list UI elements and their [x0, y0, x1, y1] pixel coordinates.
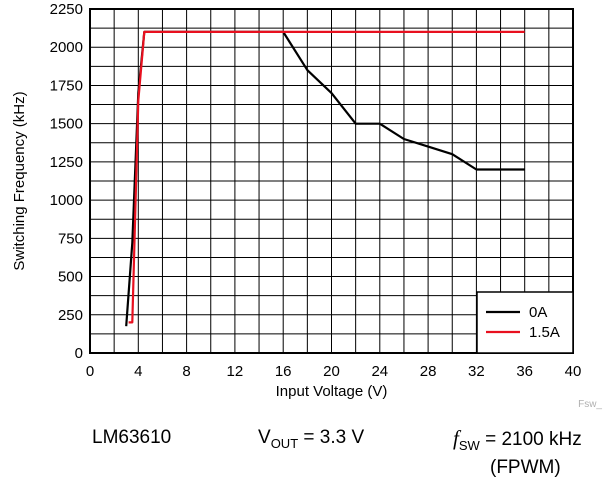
y-tick-label: 0	[75, 345, 83, 362]
caption-vout: VOUT = 3.3 V	[258, 427, 364, 451]
x-tick-label: 24	[371, 363, 388, 380]
x-tick-label: 8	[182, 363, 190, 380]
y-tick-label: 1750	[50, 77, 83, 94]
y-tick-label: 1250	[50, 154, 83, 171]
fsw-symbol: f	[453, 426, 459, 450]
legend-box	[476, 291, 574, 354]
legend: 0A 1.5A	[476, 291, 574, 354]
vout-symbol: V	[258, 427, 271, 448]
x-tick-label: 16	[275, 363, 292, 380]
x-tick-label: 0	[86, 363, 94, 380]
y-axis-title: Switching Frequency (kHz)	[11, 91, 28, 270]
fsw-subscript: SW	[458, 437, 480, 453]
legend-label: 0A	[529, 304, 547, 321]
y-tick-label: 500	[58, 269, 83, 286]
legend-label: 1.5A	[529, 324, 560, 341]
x-tick-label: 12	[227, 363, 244, 380]
caption-mode: (FPWM)	[490, 457, 561, 479]
series-layer	[125, 30, 525, 327]
series-line-2	[128, 30, 525, 324]
x-tick-label: 20	[323, 363, 340, 380]
y-tick-label: 1500	[50, 116, 83, 133]
plot-frame	[89, 8, 574, 354]
y-tick-label: 750	[58, 230, 83, 247]
caption-fsw: fSW = 2100 kHz	[453, 426, 582, 453]
figure-code-label: Fsw_	[578, 399, 602, 410]
fsw-value: = 2100 kHz	[479, 429, 582, 450]
x-axis-title: Input Voltage (V)	[276, 383, 388, 400]
vout-value: = 3.3 V	[298, 427, 365, 448]
mode-label: (FPWM)	[490, 457, 561, 478]
x-tick-labels: 0 4 8 12 16 20 24 28 32 36 40	[86, 363, 582, 380]
vout-subscript: OUT	[270, 435, 299, 451]
y-tick-label: 2000	[50, 39, 83, 56]
y-tick-label: 2250	[50, 1, 83, 18]
y-tick-labels: 0 250 500 750 1000 1250 1500 1750 2000 2250	[50, 1, 83, 362]
y-tick-label: 1000	[50, 192, 83, 209]
x-tick-label: 32	[468, 363, 485, 380]
device-name: LM63610	[92, 427, 172, 448]
switching-frequency-chart: 0 4 8 12 16 20 24 28 32 36 40 0 250 500 750 1000 1250 15…	[11, 1, 602, 410]
y-tick-label: 250	[58, 307, 83, 324]
series-line-1	[125, 30, 525, 327]
x-tick-label: 36	[516, 363, 533, 380]
caption-device: LM63610	[92, 427, 171, 449]
x-tick-label: 4	[134, 363, 142, 380]
x-tick-label: 28	[420, 363, 437, 380]
x-tick-label: 40	[565, 363, 582, 380]
